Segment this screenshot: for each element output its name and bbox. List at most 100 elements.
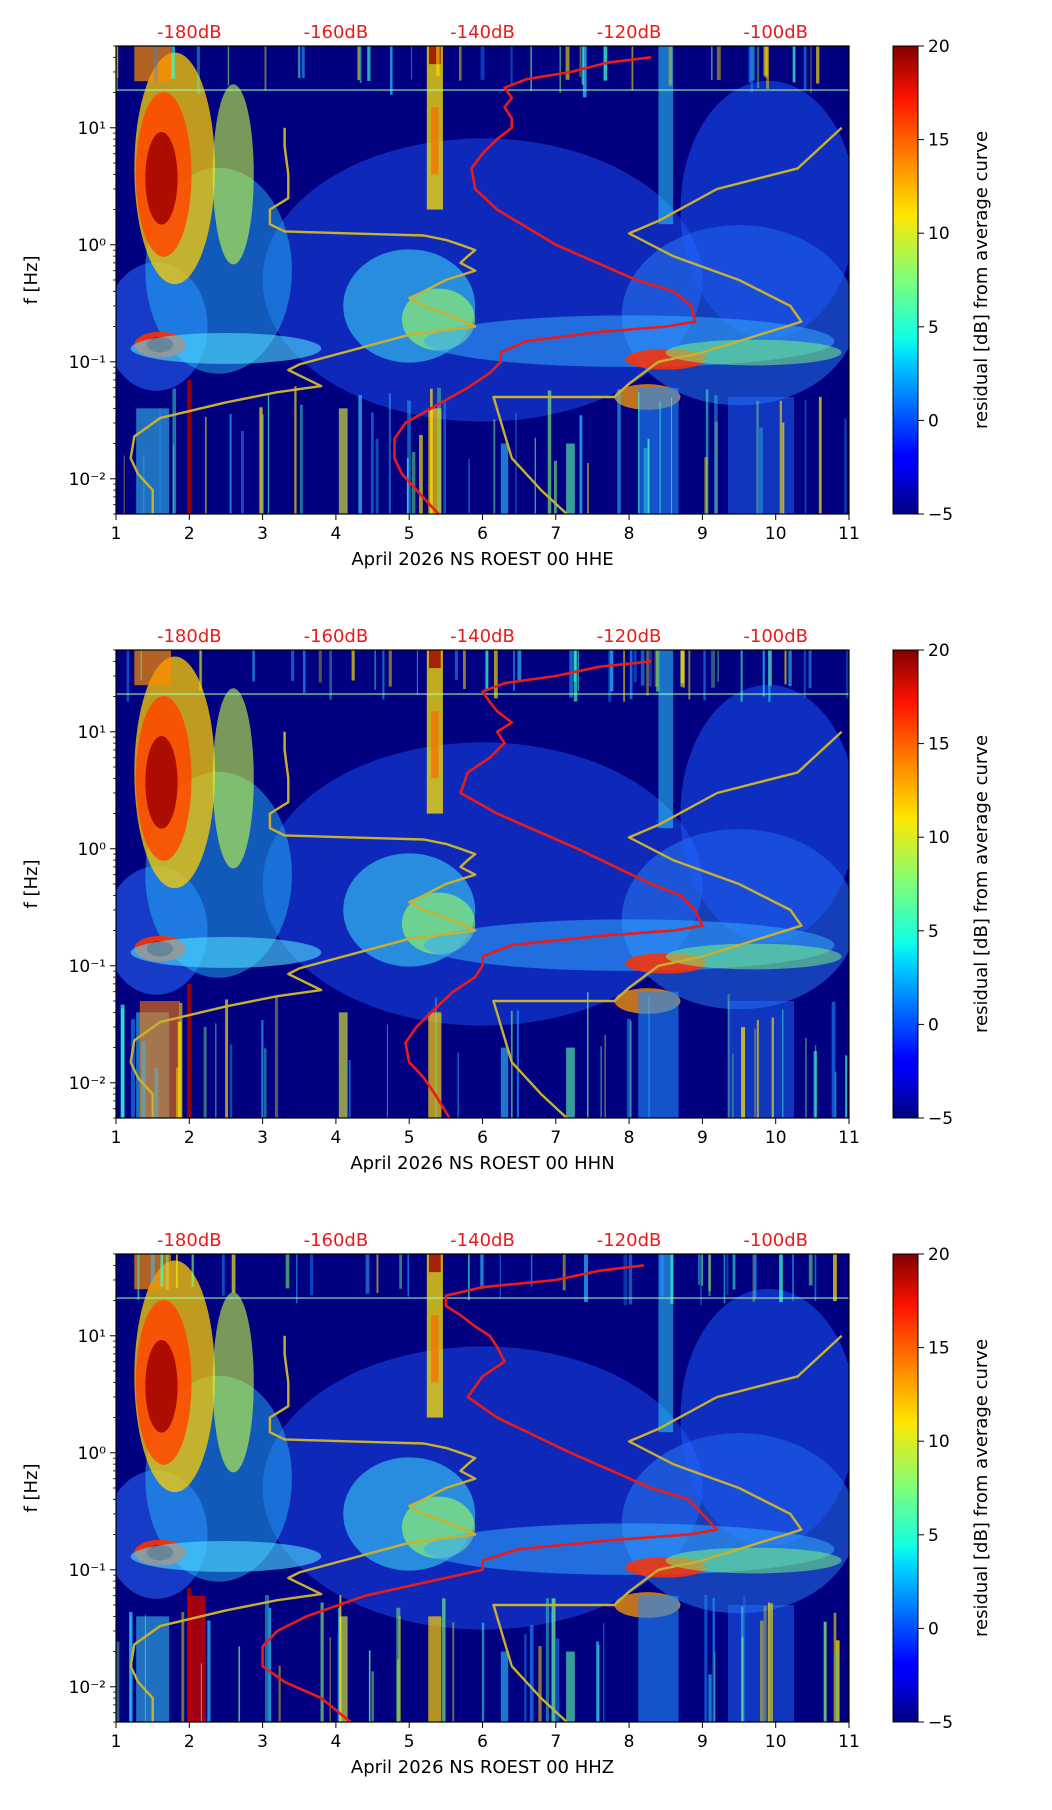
heatmap-patch xyxy=(130,937,322,968)
heatmap-streak xyxy=(600,1046,602,1118)
heatmap-streak xyxy=(762,650,765,697)
heatmap-streak xyxy=(637,391,640,514)
heatmap-streak xyxy=(808,1254,813,1286)
heatmap-stripe xyxy=(566,1651,575,1722)
y-tick-label: 10⁻² xyxy=(69,1074,106,1094)
heatmap-streak xyxy=(708,1254,711,1297)
heatmap-stripe xyxy=(638,991,679,1118)
x-tick-label: 6 xyxy=(477,1128,488,1148)
heatmap-streak xyxy=(416,650,419,695)
heatmap-streak xyxy=(302,650,306,693)
colorbar-label: residual [dB] from average curve xyxy=(971,131,992,429)
heatmap-streak xyxy=(682,650,685,688)
heatmap-stripe xyxy=(566,1047,575,1118)
heatmap-streak xyxy=(480,1254,484,1290)
heatmap-streak xyxy=(732,1053,734,1118)
x-tick-label: 4 xyxy=(330,1732,341,1752)
colorbar-tick-label: 10 xyxy=(928,224,950,244)
heatmap-streak xyxy=(376,1254,379,1294)
heatmap-streak xyxy=(629,650,633,700)
heatmap-streak xyxy=(547,390,552,514)
heatmap-streak xyxy=(712,1597,715,1722)
heatmap-streak xyxy=(240,430,244,514)
heatmap-streak xyxy=(845,650,849,699)
heatmap-patch xyxy=(145,131,178,225)
db-scale-label: -140dB xyxy=(450,626,515,647)
y-tick-label: 10⁰ xyxy=(78,1444,107,1464)
heatmap-streak xyxy=(177,1021,182,1118)
x-tick-label: 4 xyxy=(330,1128,341,1148)
x-axis-label: April 2026 NS ROEST 00 HHN xyxy=(350,1153,614,1174)
heatmap-streak xyxy=(203,1026,207,1118)
heatmap-streak xyxy=(516,1010,519,1118)
heatmap-streak xyxy=(584,1254,588,1303)
heatmap-stripe xyxy=(500,1047,509,1118)
heatmap-streak xyxy=(763,1605,767,1722)
y-tick-label: 10¹ xyxy=(78,119,106,139)
heatmap-stripe xyxy=(428,46,441,65)
heatmap-streak xyxy=(756,1019,759,1118)
heatmap-streak xyxy=(329,650,332,700)
heatmap-streak xyxy=(705,389,709,514)
heatmap-streak xyxy=(711,46,713,81)
reference-curve-1 xyxy=(492,126,843,514)
db-scale-label: -120dB xyxy=(597,1230,662,1251)
heatmap-streak xyxy=(510,46,513,86)
heatmap-line-20hz xyxy=(116,693,849,696)
heatmap-streak xyxy=(668,46,673,86)
heatmap-streak xyxy=(587,462,589,514)
heatmap-streak xyxy=(643,448,648,514)
heatmap-streak xyxy=(172,388,177,514)
heatmap-streak xyxy=(396,1607,401,1722)
db-scale-label: -120dB xyxy=(597,626,662,647)
heatmap-streak xyxy=(252,650,255,682)
heatmap-streak xyxy=(457,1052,459,1118)
db-scale-label: -140dB xyxy=(450,22,515,43)
heatmap-streak xyxy=(318,650,322,683)
colorbar xyxy=(892,45,919,515)
heatmap-streak xyxy=(268,1608,272,1722)
heatmap-streak xyxy=(172,444,175,514)
heatmap-streak xyxy=(499,1254,501,1299)
heatmap-streak xyxy=(221,1254,225,1296)
heatmap-streak xyxy=(545,1598,549,1722)
heatmap-streak xyxy=(769,1603,773,1722)
heatmap-streak xyxy=(726,1254,729,1296)
colorbar-tick-label: 5 xyxy=(928,318,939,338)
heatmap-streak xyxy=(263,1048,267,1118)
heatmap-streak xyxy=(792,1254,794,1302)
heatmap-stripe xyxy=(428,1616,442,1722)
colorbar-tick-label: 5 xyxy=(928,922,939,942)
x-tick-label: 1 xyxy=(111,1732,122,1752)
heatmap-streak xyxy=(399,1254,403,1289)
heatmap-streak xyxy=(215,1023,217,1118)
heatmap-field xyxy=(116,46,849,514)
heatmap-streak xyxy=(264,46,267,91)
heatmap-streak xyxy=(768,650,771,702)
heatmap-streak xyxy=(633,650,637,683)
heatmap-streak xyxy=(579,46,582,77)
colorbar-tick-label: 15 xyxy=(928,1339,950,1359)
heatmap-streak xyxy=(199,650,202,685)
y-axis-label: f [Hz] xyxy=(21,1463,42,1512)
heatmap-streak xyxy=(732,1254,736,1290)
heatmap-streak xyxy=(835,1640,840,1722)
heatmap-patch xyxy=(145,1339,178,1433)
heatmap-streak xyxy=(365,1254,370,1294)
colorbar xyxy=(892,1253,919,1723)
heatmap-streak xyxy=(291,650,295,681)
heatmap-stripe xyxy=(728,1001,795,1118)
heatmap-streak xyxy=(388,650,392,687)
x-axis-label: April 2026 NS ROEST 00 HHE xyxy=(351,549,613,570)
heatmap-streak xyxy=(351,650,355,681)
x-tick-label: 1 xyxy=(111,524,122,544)
heatmap-streak xyxy=(468,459,470,514)
heatmap-streak xyxy=(656,650,660,692)
heatmap-streak xyxy=(766,46,770,89)
colorbar xyxy=(892,649,919,1119)
heatmap-streak xyxy=(609,650,614,692)
x-tick-label: 8 xyxy=(624,1732,635,1752)
heatmap-streak xyxy=(688,650,691,700)
y-tick-label: 10¹ xyxy=(78,723,106,743)
heatmap-streak xyxy=(534,437,536,514)
